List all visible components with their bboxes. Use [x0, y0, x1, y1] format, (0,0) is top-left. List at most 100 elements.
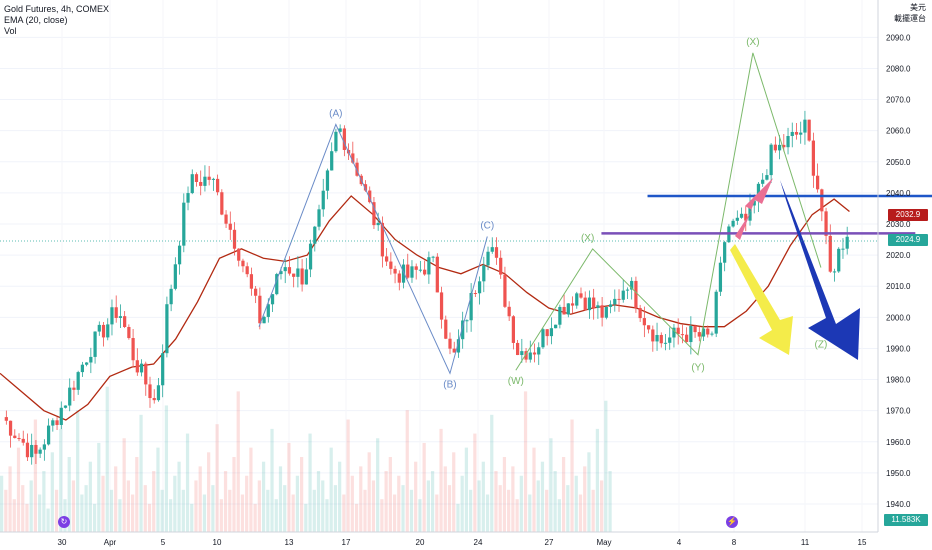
volume-bar — [536, 480, 540, 532]
candle-body — [596, 305, 600, 308]
volume-bar — [498, 485, 502, 532]
volume-bar — [376, 438, 380, 532]
candle-body — [638, 308, 642, 319]
candle-body — [706, 328, 710, 335]
candle-body — [161, 353, 165, 386]
candle-body — [697, 332, 701, 337]
volume-bar — [519, 475, 523, 532]
price-tick-label: 2000.0 — [886, 313, 911, 322]
volume-bar — [97, 442, 101, 532]
candle-body — [676, 327, 680, 335]
chart-legend: Gold Futures, 4h, COMEX EMA (20, close) … — [4, 4, 109, 37]
volume-bar — [583, 466, 587, 532]
price-tick-label: 2050.0 — [886, 158, 911, 167]
volume-bar — [130, 494, 135, 532]
candle-body — [368, 190, 372, 203]
volume-bar — [228, 489, 232, 532]
volume-bar — [300, 457, 304, 532]
candle-body — [739, 213, 744, 218]
volume-bar — [312, 489, 316, 532]
ema-price-badge: 2032.9 — [888, 209, 928, 221]
ema-line — [0, 195, 850, 421]
volume-indicator-label[interactable]: Vol — [4, 26, 17, 36]
volume-bar — [169, 499, 173, 532]
candle-body — [376, 222, 380, 226]
candle-body — [148, 384, 152, 399]
volume-bar — [464, 447, 469, 532]
volume-bar — [325, 499, 329, 532]
candle-body — [456, 339, 461, 353]
volume-bar — [321, 480, 325, 532]
candle-body — [42, 444, 46, 450]
candle-body — [292, 273, 296, 277]
volume-bar — [105, 386, 109, 532]
volume-bar — [12, 499, 16, 532]
candle-body — [773, 144, 777, 151]
ema-indicator-label[interactable]: EMA (20, close) — [4, 15, 68, 25]
time-tick-label: 13 — [285, 538, 294, 547]
candle-body — [68, 387, 72, 406]
time-axis: 30 Apr 5 10 13 17 20 24 27 May 4 8 11 15 — [0, 531, 878, 547]
candle-body — [651, 329, 655, 342]
candle-body — [545, 329, 549, 337]
candle-body — [461, 320, 465, 340]
volume-bar — [502, 457, 507, 532]
volume-bar — [574, 475, 578, 532]
volume-bar — [245, 475, 249, 532]
lightning-icon[interactable]: ⚡ — [726, 516, 738, 528]
wxyz-wave-label: (Y) — [691, 363, 704, 374]
candle-body — [486, 251, 490, 266]
candle-body — [832, 271, 837, 273]
volume-bar — [561, 457, 566, 532]
candle-body — [570, 303, 575, 306]
candle-body — [106, 324, 110, 338]
replay-icon[interactable]: ↻ — [58, 516, 70, 528]
candle-body — [401, 264, 406, 283]
symbol-title[interactable]: Gold Futures, 4h, COMEX — [4, 4, 110, 14]
candle-body — [207, 176, 211, 180]
volume-bar — [291, 494, 295, 532]
volume-bar — [490, 414, 494, 532]
volume-bar — [430, 471, 435, 532]
candle-body — [680, 334, 685, 336]
volume-bar — [443, 466, 447, 532]
candle-body — [630, 280, 634, 290]
volume-bar — [274, 499, 278, 532]
candle-body — [490, 247, 494, 252]
candle-body — [744, 213, 748, 221]
candle-body — [646, 325, 651, 330]
volume-bar — [109, 489, 114, 532]
volume-bar — [523, 391, 528, 532]
candle-body — [393, 268, 397, 274]
currency-label[interactable]: 美元 載擺運台 — [894, 2, 926, 24]
candle-body — [194, 174, 199, 182]
candle-body — [237, 248, 241, 261]
candle-body — [756, 183, 761, 201]
candle-body — [845, 236, 849, 249]
volume-bar — [118, 499, 122, 532]
volume-bar — [426, 480, 430, 532]
candle-body — [613, 298, 617, 305]
volume-bar — [422, 442, 426, 532]
volume-bar — [469, 489, 473, 532]
candle-body — [685, 334, 689, 343]
candle-body — [423, 269, 427, 275]
volume-bar — [591, 489, 595, 532]
time-tick-label: 11 — [801, 538, 810, 547]
volume-bar — [114, 466, 118, 532]
candle-body — [300, 268, 304, 285]
volume-bar — [194, 480, 198, 532]
volume-bar — [587, 452, 591, 532]
candle-body — [714, 291, 718, 334]
candle-body — [304, 269, 308, 285]
candle-body — [4, 417, 8, 421]
candle-body — [224, 214, 228, 224]
volume-bar — [139, 414, 143, 532]
time-tick-label: 27 — [545, 538, 554, 547]
candle-body — [790, 131, 794, 137]
candle-body — [782, 144, 786, 148]
candle-body — [507, 306, 511, 317]
candle-body — [118, 316, 123, 318]
volume-bar — [63, 499, 67, 532]
